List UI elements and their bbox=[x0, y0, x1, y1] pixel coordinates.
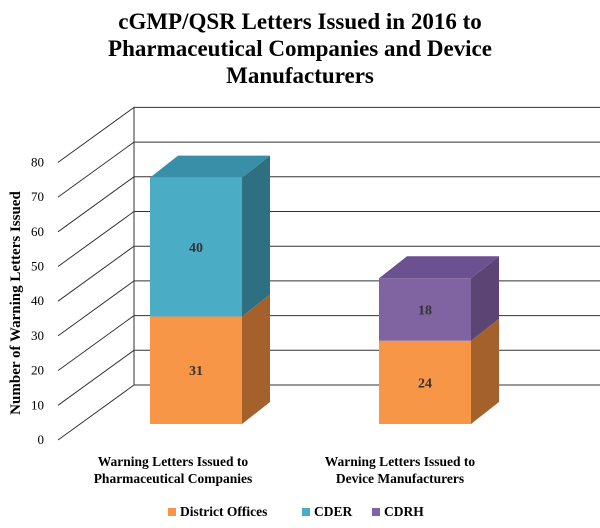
x-axis: Warning Letters Issued to Pharmaceutical … bbox=[94, 454, 476, 486]
bar-top-0 bbox=[150, 155, 270, 178]
gridline-7 bbox=[57, 141, 600, 198]
category-label-0-1: Pharmaceutical Companies bbox=[94, 471, 253, 486]
chart-title-line-2: Pharmaceutical Companies and Device bbox=[108, 36, 492, 61]
data-label-0-1: 40 bbox=[189, 241, 203, 256]
bars: 31 40 24 18 bbox=[150, 155, 499, 424]
gridline-2 bbox=[57, 315, 600, 372]
y-tick-label-3: 30 bbox=[31, 328, 44, 343]
gridline-6 bbox=[57, 176, 600, 233]
legend-label-2: CDRH bbox=[384, 504, 424, 519]
category-label-1-1: Device Manufacturers bbox=[336, 471, 464, 486]
y-axis: 0 10 20 30 40 50 60 70 80 bbox=[31, 154, 44, 447]
category-label-1-0: Warning Letters Issued to bbox=[325, 454, 476, 469]
legend-label-1: CDER bbox=[314, 504, 353, 519]
y-tick-label-7: 70 bbox=[31, 189, 44, 204]
grid bbox=[57, 106, 600, 441]
y-tick-label-0: 0 bbox=[38, 432, 45, 447]
legend-label-0: District Offices bbox=[180, 504, 267, 519]
y-tick-label-2: 20 bbox=[31, 363, 44, 378]
bar-front-0-1 bbox=[150, 177, 242, 317]
gridline-1 bbox=[57, 349, 600, 406]
bar-front-1-0 bbox=[379, 340, 471, 424]
legend: District Offices CDER CDRH bbox=[168, 504, 424, 519]
data-label-1-1: 18 bbox=[418, 303, 432, 318]
gridline-0 bbox=[57, 384, 600, 441]
bar-front-1-1 bbox=[379, 278, 471, 341]
gridline-4 bbox=[57, 245, 600, 302]
gridline-5 bbox=[57, 211, 600, 267]
y-tick-label-1: 10 bbox=[31, 397, 44, 412]
bar-top-1 bbox=[379, 256, 499, 279]
bar-side-1-0 bbox=[471, 318, 499, 424]
data-label-0-0: 31 bbox=[189, 364, 203, 379]
y-tick-label-8: 80 bbox=[31, 154, 44, 169]
y-tick-label-5: 50 bbox=[31, 259, 44, 274]
data-label-1-0: 24 bbox=[418, 376, 432, 391]
chart-title-line-1: cGMP/QSR Letters Issued in 2016 to bbox=[118, 9, 482, 34]
bar-side-0-0 bbox=[242, 294, 270, 424]
chart-title-line-3: Manufacturers bbox=[226, 63, 374, 88]
legend-swatch-2 bbox=[372, 508, 380, 516]
y-tick-label-6: 60 bbox=[31, 224, 44, 239]
gridline-8 bbox=[57, 106, 600, 163]
bar-front-0-0 bbox=[150, 316, 242, 424]
y-axis-label: Number of Warning Letters Issued bbox=[8, 191, 24, 415]
legend-swatch-0 bbox=[168, 508, 176, 516]
bar-side-0-1 bbox=[242, 155, 270, 317]
legend-swatch-1 bbox=[302, 508, 310, 516]
category-label-0-0: Warning Letters Issued to bbox=[98, 454, 249, 469]
gridline-3 bbox=[57, 280, 600, 337]
bar-side-1-1 bbox=[471, 256, 499, 341]
y-tick-label-4: 40 bbox=[31, 293, 44, 308]
